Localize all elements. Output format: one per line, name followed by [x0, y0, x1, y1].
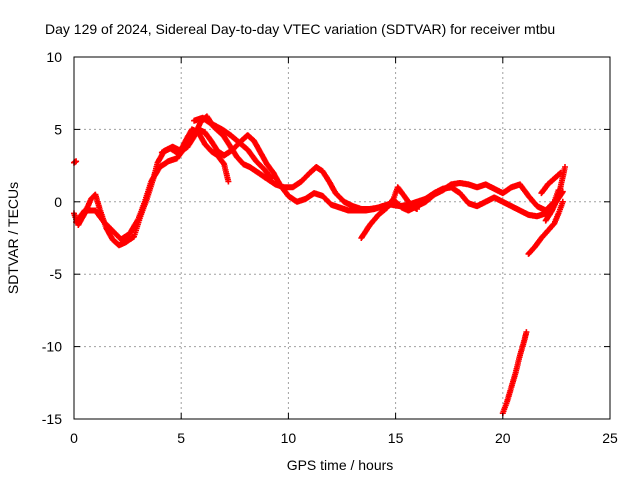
x-tick-label: 15 [388, 430, 404, 446]
data-point-cluster-5 [358, 184, 420, 241]
chart-title: Day 129 of 2024, Sidereal Day-to-day VTE… [45, 21, 555, 37]
y-axis-label: SDTVAR / TECUs [5, 182, 21, 294]
y-tick-label: -5 [50, 266, 63, 282]
x-axis-label: GPS time / hours [287, 457, 394, 473]
y-tick-label: -15 [42, 411, 62, 427]
data-point-cluster-0 [71, 158, 80, 166]
x-tick-label: 10 [281, 430, 297, 446]
data-point-cluster-1 [71, 113, 562, 249]
x-tick-label: 0 [70, 430, 78, 446]
plot-frame [73, 56, 611, 420]
x-tick-label: 5 [177, 430, 185, 446]
axis-ticks: 0 5 10 15 20 25 10 5 0 -5 -10 -15 [42, 49, 618, 446]
data-point-cluster-8 [538, 169, 564, 197]
y-tick-label: 0 [54, 194, 62, 210]
x-tick-label: 25 [602, 430, 618, 446]
data-point-cluster-9 [499, 329, 530, 417]
data-series-sdtvar [71, 113, 568, 417]
data-point-cluster-6 [525, 198, 566, 257]
x-tick-label: 20 [495, 430, 511, 446]
y-tick-label: 5 [54, 121, 62, 137]
y-tick-label: -10 [42, 339, 62, 355]
data-point-cluster-4 [191, 114, 275, 182]
data-point-cluster-3 [158, 126, 232, 185]
grid [74, 57, 610, 419]
y-tick-label: 10 [46, 49, 62, 65]
